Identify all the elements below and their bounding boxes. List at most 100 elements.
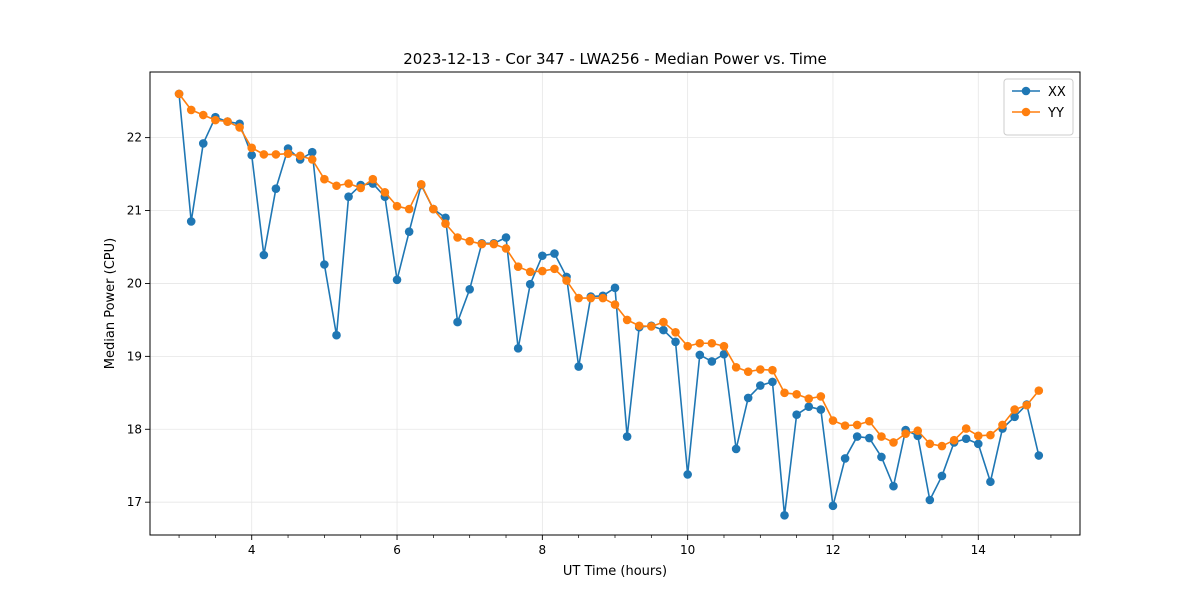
data-point-xx bbox=[622, 432, 632, 441]
data-point-yy bbox=[223, 117, 232, 126]
data-point-xx bbox=[852, 432, 862, 441]
data-point-yy bbox=[719, 341, 729, 351]
data-point-xx bbox=[186, 217, 196, 226]
data-point-xx bbox=[1034, 451, 1044, 460]
data-point-yy bbox=[852, 420, 862, 430]
data-point-xx bbox=[756, 381, 765, 390]
data-point-yy bbox=[1034, 386, 1044, 395]
data-point-yy bbox=[659, 317, 668, 327]
data-point-yy bbox=[671, 328, 680, 337]
data-point-xx bbox=[307, 147, 317, 157]
data-point-yy bbox=[598, 293, 608, 303]
data-point-yy bbox=[295, 151, 305, 161]
data-point-yy bbox=[949, 435, 959, 445]
data-point-yy bbox=[840, 421, 850, 430]
data-point-yy bbox=[610, 300, 620, 309]
data-point-xx bbox=[937, 471, 947, 481]
data-point-yy bbox=[441, 219, 450, 228]
data-point-yy bbox=[344, 179, 353, 188]
data-point-xx bbox=[804, 402, 814, 411]
data-point-yy bbox=[501, 244, 511, 253]
data-point-yy bbox=[465, 236, 474, 246]
data-point-yy bbox=[356, 183, 366, 193]
data-point-xx bbox=[961, 434, 971, 444]
data-point-yy bbox=[368, 174, 378, 184]
y-tick-label: 17 bbox=[127, 495, 142, 509]
y-tick-label: 19 bbox=[127, 349, 142, 363]
data-point-xx bbox=[768, 377, 777, 387]
data-point-xx bbox=[731, 444, 741, 454]
data-point-xx bbox=[574, 362, 583, 371]
data-point-yy bbox=[768, 365, 777, 375]
data-point-yy bbox=[756, 365, 765, 374]
data-point-yy bbox=[986, 430, 995, 440]
data-point-xx bbox=[332, 330, 341, 340]
data-point-yy bbox=[525, 267, 535, 277]
x-tick-label: 12 bbox=[825, 543, 840, 557]
data-point-yy bbox=[695, 338, 705, 348]
data-point-yy bbox=[973, 431, 983, 441]
legend-box bbox=[1003, 78, 1074, 136]
data-point-yy bbox=[550, 264, 559, 274]
data-point-yy bbox=[937, 441, 947, 451]
series-yy bbox=[174, 89, 1044, 451]
data-point-yy bbox=[889, 438, 898, 447]
data-point-xx bbox=[465, 284, 474, 294]
x-tick-label: 4 bbox=[248, 543, 256, 557]
data-point-yy bbox=[271, 150, 281, 159]
data-point-yy bbox=[780, 388, 789, 398]
data-point-yy bbox=[804, 394, 814, 403]
data-point-yy bbox=[743, 367, 753, 376]
data-point-xx bbox=[525, 279, 535, 289]
data-point-yy bbox=[1010, 405, 1019, 414]
y-tick-label: 18 bbox=[127, 422, 142, 436]
y-tick-label: 20 bbox=[127, 276, 142, 290]
data-point-xx bbox=[865, 433, 874, 443]
data-point-yy bbox=[683, 341, 692, 351]
data-point-xx bbox=[719, 349, 729, 359]
data-point-xx bbox=[501, 233, 511, 242]
data-point-yy bbox=[562, 276, 571, 285]
data-point-yy bbox=[247, 143, 257, 153]
data-point-yy bbox=[453, 233, 462, 242]
data-point-yy bbox=[792, 389, 801, 399]
data-point-xx bbox=[198, 139, 208, 148]
data-point-xx bbox=[610, 283, 620, 293]
data-point-yy bbox=[925, 439, 935, 449]
data-point-xx bbox=[986, 477, 995, 487]
legend-marker-yy bbox=[1021, 107, 1031, 117]
data-point-xx bbox=[271, 184, 281, 193]
data-point-yy bbox=[634, 321, 644, 331]
x-axis-label: UT Time (hours) bbox=[563, 564, 667, 579]
data-point-xx bbox=[550, 249, 559, 258]
data-point-xx bbox=[840, 454, 850, 463]
y-tick-label: 22 bbox=[127, 131, 142, 145]
x-tick-label: 6 bbox=[393, 543, 401, 557]
data-point-yy bbox=[186, 105, 196, 115]
data-point-xx bbox=[707, 357, 717, 366]
data-point-xx bbox=[247, 150, 257, 160]
data-point-yy bbox=[283, 149, 293, 158]
data-point-yy bbox=[731, 363, 741, 372]
data-point-yy bbox=[429, 204, 438, 214]
data-point-yy bbox=[307, 155, 317, 164]
data-point-xx bbox=[816, 405, 826, 414]
data-point-yy bbox=[392, 201, 402, 211]
data-point-yy bbox=[901, 429, 910, 438]
grid bbox=[150, 72, 1080, 535]
data-point-yy bbox=[877, 432, 886, 441]
data-point-yy bbox=[416, 179, 426, 189]
series-layer bbox=[174, 89, 1044, 520]
data-point-yy bbox=[961, 424, 971, 433]
y-tick-label: 21 bbox=[127, 204, 142, 218]
data-point-xx bbox=[828, 501, 838, 511]
data-point-xx bbox=[320, 260, 329, 269]
data-point-xx bbox=[743, 393, 753, 403]
data-point-yy bbox=[913, 426, 923, 436]
data-point-yy bbox=[574, 293, 583, 303]
data-point-xx bbox=[538, 251, 547, 261]
data-point-xx bbox=[344, 192, 353, 201]
data-point-xx bbox=[683, 470, 692, 479]
data-point-xx bbox=[695, 350, 705, 360]
data-point-yy bbox=[865, 416, 874, 426]
